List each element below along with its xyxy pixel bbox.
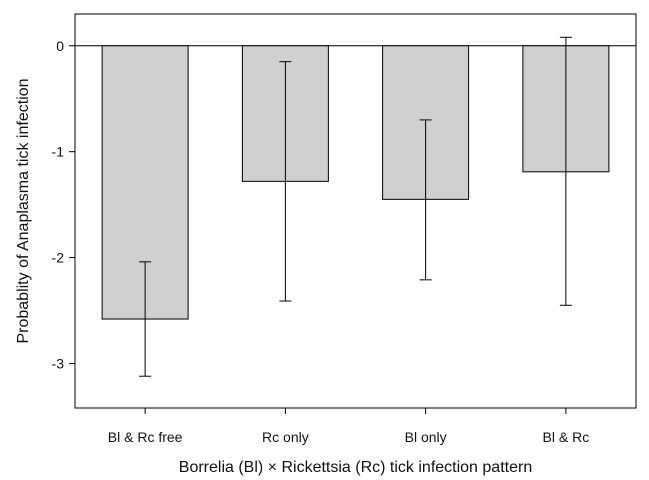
y-axis-ticks: 0 -1 -2 -3	[52, 38, 75, 372]
error-bar	[279, 61, 292, 302]
error-bar	[419, 119, 432, 281]
y-tick-label: -1	[52, 144, 65, 160]
y-tick-label: -2	[52, 250, 65, 266]
y-tick-label: -3	[52, 356, 65, 372]
y-axis-title: Probablity of Anaplasma tick infection	[15, 78, 32, 343]
plot-frame	[74, 13, 637, 409]
x-tick-label: Bl only	[405, 429, 447, 445]
bar-group	[101, 45, 610, 320]
x-tick-label: Bl & Rc free	[108, 429, 183, 445]
error-bar	[559, 36, 572, 306]
x-axis-ticks: Bl & Rc free Rc only Bl only Bl & Rc	[108, 408, 589, 445]
x-tick-label: Bl & Rc	[543, 429, 590, 445]
x-axis-title: Borrelia (Bl) × Rickettsia (Rc) tick inf…	[179, 459, 532, 476]
error-bar-group	[139, 36, 572, 377]
y-tick-label: 0	[56, 38, 64, 54]
error-bar	[139, 261, 152, 377]
x-tick-label: Rc only	[262, 429, 309, 445]
